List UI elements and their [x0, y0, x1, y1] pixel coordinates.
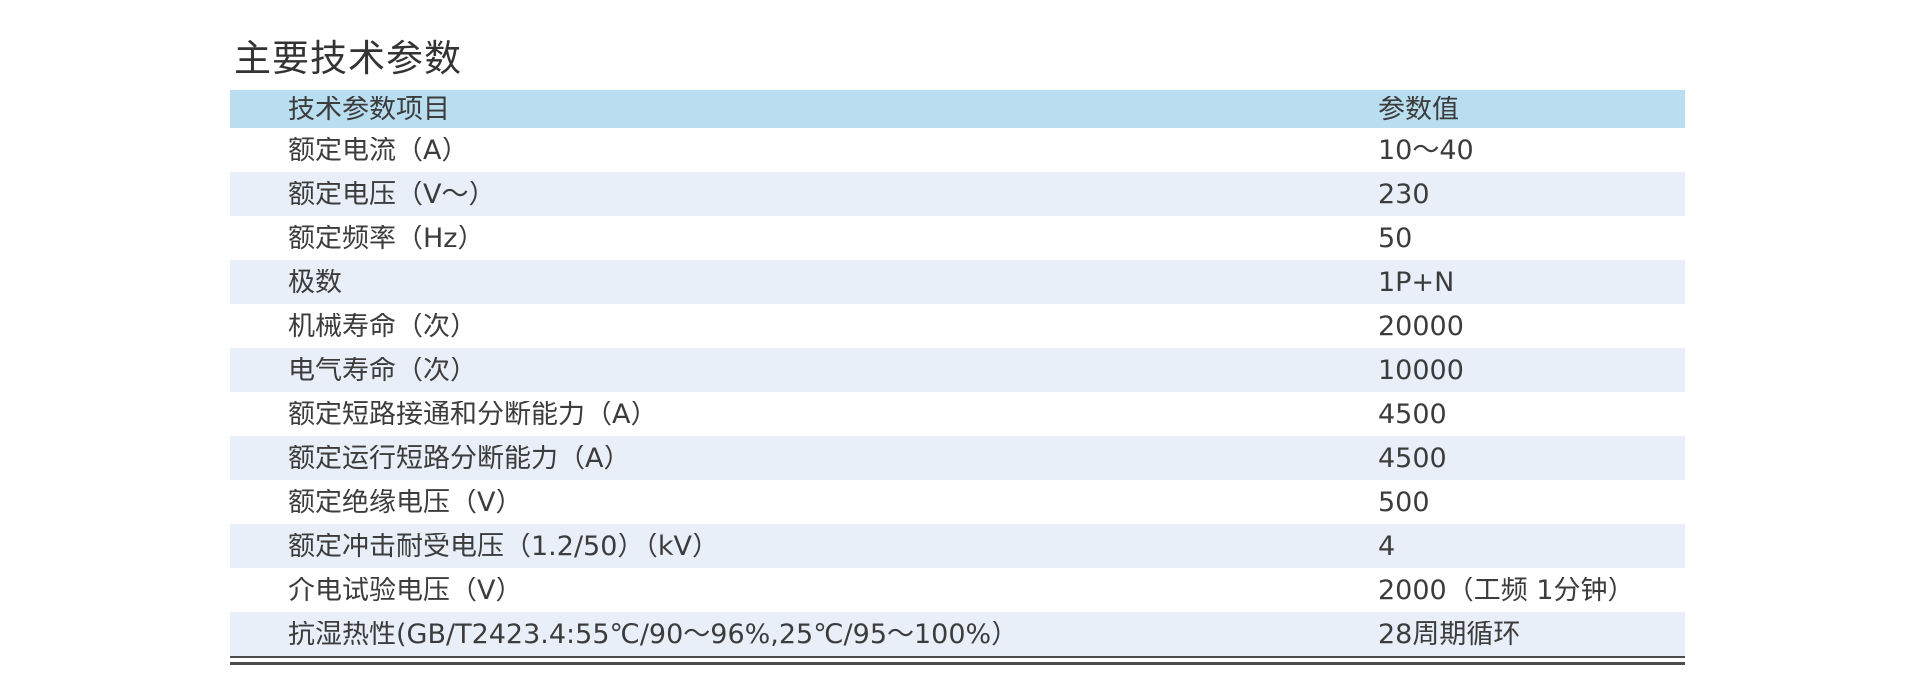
param-name: 额定电压（V～） — [288, 180, 496, 208]
param-value: 10～40 — [1378, 136, 1474, 164]
param-name: 额定频率（Hz） — [288, 224, 485, 252]
param-value: 28周期循环 — [1378, 620, 1521, 648]
param-value: 4 — [1378, 532, 1396, 560]
table-row: 额定电压（V～） 230 — [230, 172, 1685, 216]
param-value: 10000 — [1378, 356, 1464, 384]
param-name: 额定短路接通和分断能力（A） — [288, 400, 658, 428]
param-name: 额定运行短路分断能力（A） — [288, 444, 631, 472]
param-value: 2000（工频 1分钟） — [1378, 576, 1635, 604]
table-row: 机械寿命（次） 20000 — [230, 304, 1685, 348]
table-row: 极数 1P+N — [230, 260, 1685, 304]
table-row: 电气寿命（次） 10000 — [230, 348, 1685, 392]
table-row: 额定绝缘电压（V） 500 — [230, 480, 1685, 524]
param-name: 额定电流（A） — [288, 136, 469, 164]
table-row: 额定运行短路分断能力（A） 4500 — [230, 436, 1685, 480]
table-row: 额定电流（A） 10～40 — [230, 128, 1685, 172]
table-row: 额定频率（Hz） 50 — [230, 216, 1685, 260]
param-name: 介电试验电压（V） — [288, 576, 523, 604]
table-row: 介电试验电压（V） 2000（工频 1分钟） — [230, 568, 1685, 612]
param-value: 230 — [1378, 180, 1430, 208]
param-name: 机械寿命（次） — [288, 312, 477, 340]
column-header-item: 技术参数项目 — [288, 95, 450, 123]
param-name: 额定绝缘电压（V） — [288, 488, 523, 516]
param-name: 额定冲击耐受电压（1.2/50）（kV） — [288, 532, 719, 560]
table-header-row: 技术参数项目 参数值 — [230, 90, 1685, 128]
column-header-value: 参数值 — [1378, 95, 1459, 123]
param-name: 电气寿命（次） — [288, 356, 477, 384]
param-name: 极数 — [288, 268, 342, 296]
param-value: 4500 — [1378, 444, 1447, 472]
table-row: 抗湿热性(GB/T2423.4:55℃/90～96%,25℃/95～100%） … — [230, 612, 1685, 656]
param-value: 1P+N — [1378, 268, 1455, 296]
table-row: 额定冲击耐受电压（1.2/50）（kV） 4 — [230, 524, 1685, 568]
param-value: 500 — [1378, 488, 1430, 516]
spec-table: 技术参数项目 参数值 额定电流（A） 10～40 额定电压（V～） 230 额定… — [230, 90, 1685, 665]
table-bottom-rule — [230, 656, 1685, 665]
param-value: 50 — [1378, 224, 1413, 252]
page-title: 主要技术参数 — [234, 37, 462, 80]
param-value: 4500 — [1378, 400, 1447, 428]
param-name: 抗湿热性(GB/T2423.4:55℃/90～96%,25℃/95～100%） — [288, 620, 1019, 648]
param-value: 20000 — [1378, 312, 1464, 340]
table-row: 额定短路接通和分断能力（A） 4500 — [230, 392, 1685, 436]
